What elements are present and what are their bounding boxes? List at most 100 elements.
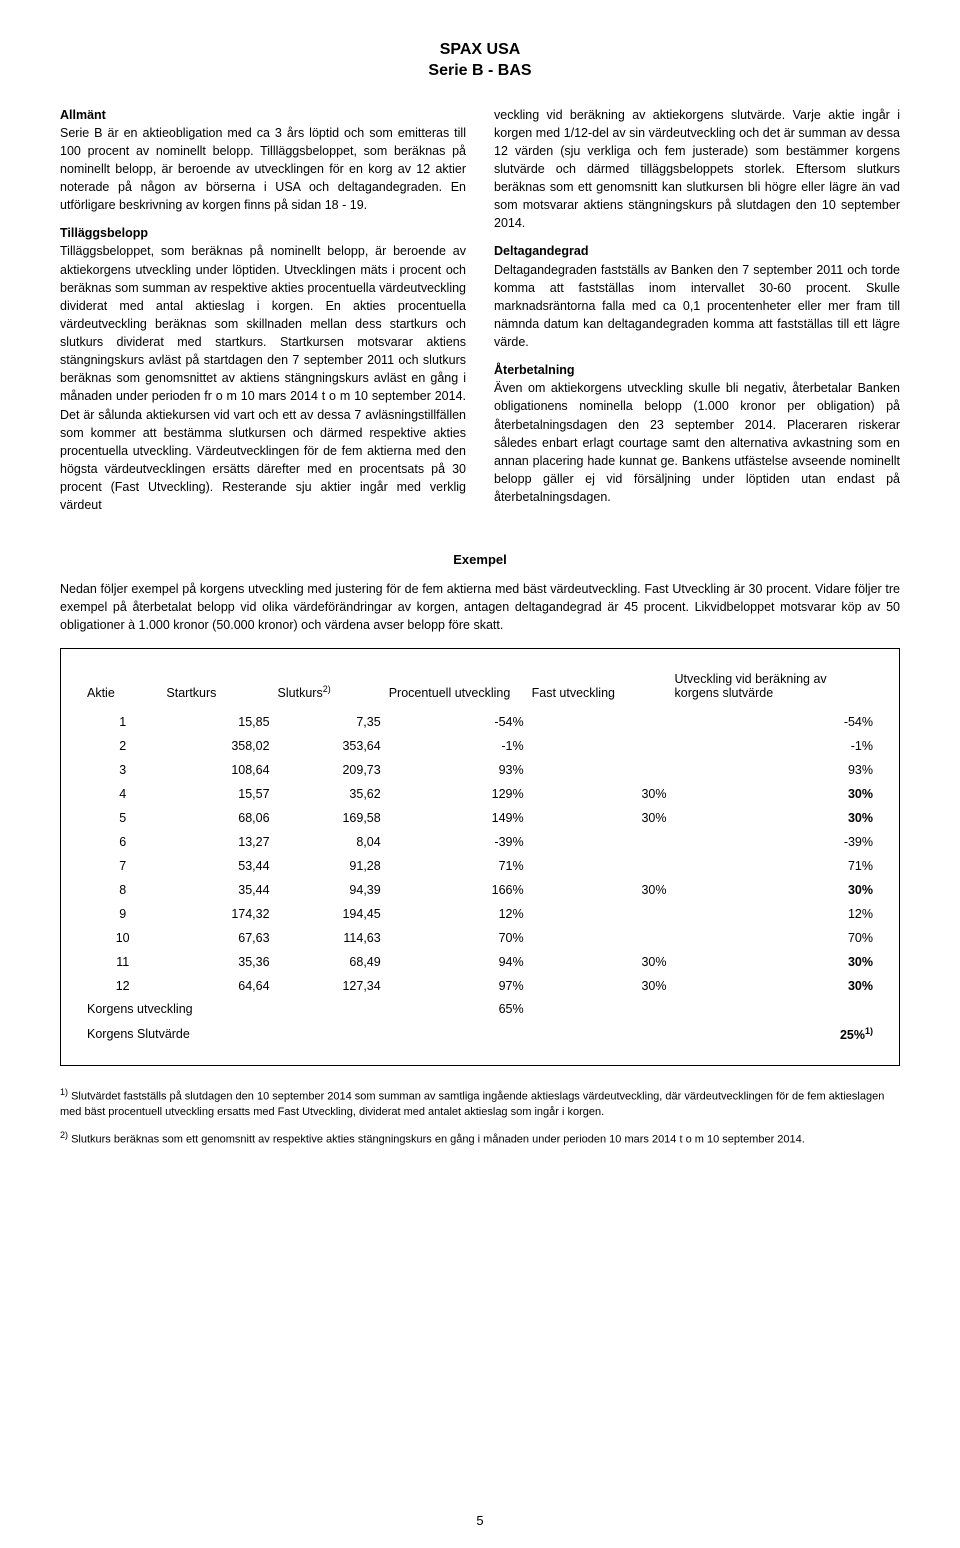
table-cell: 129% <box>385 782 528 806</box>
table-cell: 7,35 <box>274 710 385 734</box>
table-cell: 68,49 <box>274 950 385 974</box>
table-cell <box>528 854 671 878</box>
table-cell <box>385 1021 528 1047</box>
table-cell: 169,58 <box>274 806 385 830</box>
table-cell: 68,06 <box>162 806 273 830</box>
table-cell: 30% <box>528 782 671 806</box>
table-cell: 91,28 <box>274 854 385 878</box>
page-title: SPAX USA Serie B - BAS <box>60 40 900 82</box>
table-cell: 2 <box>83 734 162 758</box>
table-cell: 67,63 <box>162 926 273 950</box>
korgens-utveckling-row: Korgens utveckling65% <box>83 998 877 1021</box>
table-cell <box>528 758 671 782</box>
table-cell: 127,34 <box>274 974 385 998</box>
heading-tillaggsbelopp: Tilläggsbelopp <box>60 224 466 242</box>
table-cell: 8,04 <box>274 830 385 854</box>
table-row: 835,4494,39166%30%30% <box>83 878 877 902</box>
table-cell: 30% <box>528 878 671 902</box>
table-cell: 30% <box>671 950 877 974</box>
table-cell <box>528 710 671 734</box>
korgens-utveckling-value: 65% <box>385 998 528 1021</box>
table-cell: 108,64 <box>162 758 273 782</box>
table-cell: 30% <box>671 878 877 902</box>
footnote-2: 2) Slutkurs beräknas som ett genomsnitt … <box>60 1129 900 1148</box>
table-cell: 30% <box>528 806 671 830</box>
right-column: veckling vid beräkning av aktiekorgens s… <box>494 106 900 525</box>
footnote-1: 1) Slutvärdet fastställs på slutdagen de… <box>60 1086 900 1120</box>
table-row: 568,06169,58149%30%30% <box>83 806 877 830</box>
table-row: 9174,32194,4512%12% <box>83 902 877 926</box>
example-table-wrap: Aktie Startkurs Slutkurs2) Procentuell u… <box>60 648 900 1066</box>
footnotes: 1) Slutvärdet fastställs på slutdagen de… <box>60 1086 900 1147</box>
th-procentuell: Procentuell utveckling <box>385 667 528 710</box>
para-continuation: veckling vid beräkning av aktiekorgens s… <box>494 106 900 233</box>
heading-allmant: Allmänt <box>60 106 466 124</box>
table-cell: 30% <box>671 782 877 806</box>
table-cell: -39% <box>671 830 877 854</box>
table-cell <box>528 734 671 758</box>
table-cell: -39% <box>385 830 528 854</box>
table-cell: -1% <box>385 734 528 758</box>
title-line1: SPAX USA <box>440 41 521 58</box>
th-slutkurs-text: Slutkurs <box>278 686 323 700</box>
table-cell: 35,36 <box>162 950 273 974</box>
table-cell: 6 <box>83 830 162 854</box>
footnote-1-text: Slutvärdet fastställs på slutdagen den 1… <box>60 1091 884 1118</box>
para-exempel-intro: Nedan följer exempel på korgens utveckli… <box>60 580 900 634</box>
table-cell: 15,85 <box>162 710 273 734</box>
table-cell: -54% <box>385 710 528 734</box>
table-cell: 12 <box>83 974 162 998</box>
table-cell: 7 <box>83 854 162 878</box>
korgens-slutvarde-row: Korgens Slutvärde 25%1) <box>83 1021 877 1047</box>
table-cell: 194,45 <box>274 902 385 926</box>
table-cell: 53,44 <box>162 854 273 878</box>
table-cell: 10 <box>83 926 162 950</box>
table-cell: 30% <box>671 974 877 998</box>
table-cell: 94% <box>385 950 528 974</box>
example-table: Aktie Startkurs Slutkurs2) Procentuell u… <box>83 667 877 1047</box>
table-cell: 64,64 <box>162 974 273 998</box>
table-cell: 35,62 <box>274 782 385 806</box>
table-row: 115,857,35-54%-54% <box>83 710 877 734</box>
th-utveckling: Utveckling vid beräkning av korgens slut… <box>671 667 877 710</box>
table-row: 1135,3668,4994%30%30% <box>83 950 877 974</box>
left-column: Allmänt Serie B är en aktieobligation me… <box>60 106 466 525</box>
table-cell: 4 <box>83 782 162 806</box>
footnote-2-sup: 2) <box>60 1130 68 1140</box>
table-header-row: Aktie Startkurs Slutkurs2) Procentuell u… <box>83 667 877 710</box>
table-cell: 35,44 <box>162 878 273 902</box>
para-deltagandegrad: Deltagandegraden fastställs av Banken de… <box>494 261 900 352</box>
table-row: 1067,63114,6370%70% <box>83 926 877 950</box>
table-cell: 70% <box>671 926 877 950</box>
table-cell: 9 <box>83 902 162 926</box>
table-row: 753,4491,2871%71% <box>83 854 877 878</box>
table-cell: 30% <box>528 974 671 998</box>
table-cell: 149% <box>385 806 528 830</box>
table-cell: 12% <box>385 902 528 926</box>
table-cell: 93% <box>671 758 877 782</box>
table-cell: 114,63 <box>274 926 385 950</box>
table-cell: 30% <box>528 950 671 974</box>
th-fast: Fast utveckling <box>528 667 671 710</box>
table-row: 415,5735,62129%30%30% <box>83 782 877 806</box>
table-row: 1264,64127,3497%30%30% <box>83 974 877 998</box>
table-cell: 71% <box>671 854 877 878</box>
table-cell: 166% <box>385 878 528 902</box>
table-cell: 13,27 <box>162 830 273 854</box>
footnote-2-text: Slutkurs beräknas som ett genomsnitt av … <box>68 1133 805 1145</box>
table-cell: 3 <box>83 758 162 782</box>
para-allmant: Serie B är en aktieobligation med ca 3 å… <box>60 124 466 215</box>
korgens-utveckling-label: Korgens utveckling <box>83 998 385 1021</box>
korgens-slutvarde-value: 25%1) <box>671 1021 877 1047</box>
title-line2: Serie B - BAS <box>428 62 531 79</box>
table-cell <box>528 902 671 926</box>
table-cell: 70% <box>385 926 528 950</box>
table-cell <box>528 926 671 950</box>
table-cell: 209,73 <box>274 758 385 782</box>
th-startkurs: Startkurs <box>162 667 273 710</box>
para-tillaggsbelopp: Tilläggsbeloppet, som beräknas på nomine… <box>60 242 466 514</box>
table-cell <box>528 1021 671 1047</box>
korgens-slutvarde-label: Korgens Slutvärde <box>83 1021 385 1047</box>
heading-deltagandegrad: Deltagandegrad <box>494 242 900 260</box>
table-cell: 94,39 <box>274 878 385 902</box>
